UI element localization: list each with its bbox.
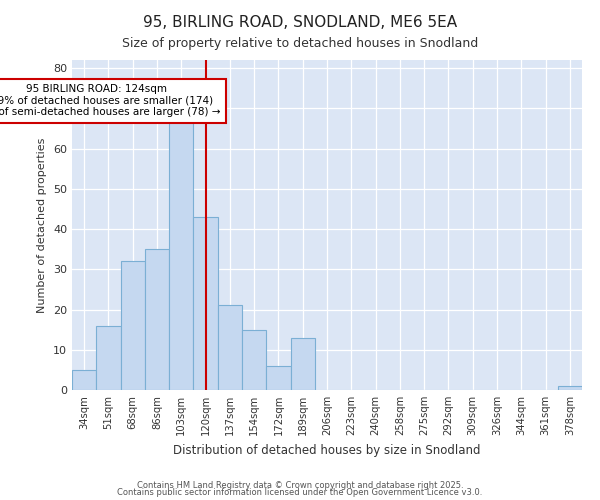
Bar bbox=[145, 249, 169, 390]
Text: Contains public sector information licensed under the Open Government Licence v3: Contains public sector information licen… bbox=[118, 488, 482, 497]
Bar bbox=[266, 366, 290, 390]
Bar bbox=[72, 370, 96, 390]
Y-axis label: Number of detached properties: Number of detached properties bbox=[37, 138, 47, 312]
Bar bbox=[558, 386, 582, 390]
Bar bbox=[169, 120, 193, 390]
Bar bbox=[290, 338, 315, 390]
Bar bbox=[121, 261, 145, 390]
Text: 95, BIRLING ROAD, SNODLAND, ME6 5EA: 95, BIRLING ROAD, SNODLAND, ME6 5EA bbox=[143, 15, 457, 30]
Text: Size of property relative to detached houses in Snodland: Size of property relative to detached ho… bbox=[122, 38, 478, 51]
Text: Contains HM Land Registry data © Crown copyright and database right 2025.: Contains HM Land Registry data © Crown c… bbox=[137, 480, 463, 490]
Bar bbox=[193, 217, 218, 390]
Text: 95 BIRLING ROAD: 124sqm
← 69% of detached houses are smaller (174)
31% of semi-d: 95 BIRLING ROAD: 124sqm ← 69% of detache… bbox=[0, 84, 221, 117]
Bar bbox=[96, 326, 121, 390]
Bar bbox=[218, 306, 242, 390]
X-axis label: Distribution of detached houses by size in Snodland: Distribution of detached houses by size … bbox=[173, 444, 481, 456]
Bar bbox=[242, 330, 266, 390]
